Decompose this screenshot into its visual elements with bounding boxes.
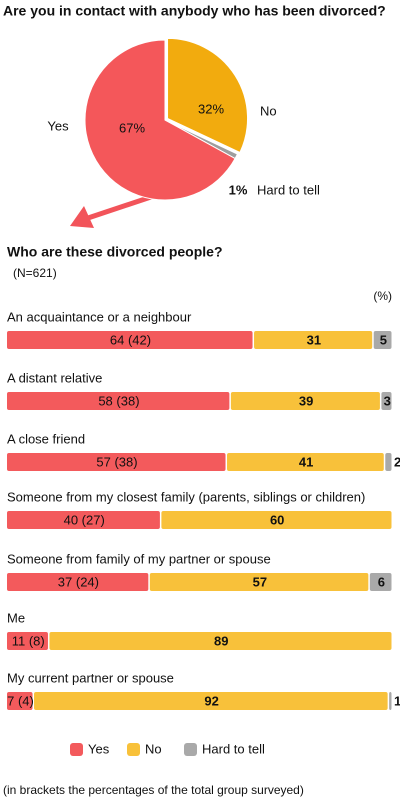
bar-segment — [7, 511, 160, 529]
bar-segment — [7, 331, 253, 349]
bar-segment — [373, 331, 392, 349]
category-label: My current partner or spouse — [7, 670, 174, 685]
legend-swatch — [70, 743, 83, 756]
legend-label: No — [145, 741, 162, 756]
bar-value: 3 — [384, 393, 391, 408]
bar-segment — [381, 392, 392, 410]
slice-label: No — [260, 103, 277, 118]
bar-segment — [7, 573, 149, 591]
category-label: A close friend — [7, 431, 85, 446]
category-label: Someone from my closest family (parents,… — [7, 489, 365, 504]
bar-segment — [7, 692, 33, 710]
bar-value: 31 — [307, 332, 321, 347]
subtitle: (N=621) — [13, 266, 57, 280]
unit: (%) — [373, 289, 392, 303]
bar-value: 6 — [378, 574, 385, 589]
bar-segment — [7, 392, 230, 410]
footnote: (in brackets the percentages of the tota… — [3, 783, 304, 797]
legend-label: Hard to tell — [202, 741, 265, 756]
bar-segment — [7, 632, 48, 650]
bar-value: 40 (27) — [64, 512, 105, 527]
slice-value: 67% — [119, 120, 145, 135]
bar-segment — [385, 453, 392, 471]
slice-value: 1% — [229, 182, 248, 197]
bar-value: 2 — [394, 454, 400, 469]
category-label: An acquaintance or a neighbour — [7, 309, 192, 324]
bar-title: Who are these divorced people? — [7, 244, 223, 260]
category-label: A distant relative — [7, 370, 102, 385]
legend-swatch — [184, 743, 197, 756]
bar-value: 1 — [394, 693, 400, 708]
slice-label: Hard to tell — [257, 182, 320, 197]
bar-value: 7 (4) — [7, 693, 34, 708]
pie-slice — [167, 37, 249, 154]
category-label: Me — [7, 610, 25, 625]
bar-segment — [389, 692, 392, 710]
bar-value: 37 (24) — [58, 574, 99, 589]
bar-value: 58 (38) — [98, 393, 139, 408]
bar-value: 41 — [299, 454, 313, 469]
bar-value: 5 — [380, 332, 387, 347]
category-label: Someone from family of my partner or spo… — [7, 551, 271, 566]
bar-segment — [369, 573, 392, 591]
bar-value: 57 (38) — [96, 454, 137, 469]
pie-title: Are you in contact with anybody who has … — [3, 3, 386, 19]
legend-swatch — [127, 743, 140, 756]
pie-slice — [84, 39, 236, 201]
bar-segment — [34, 692, 388, 710]
bar-value: 11 (8) — [12, 633, 45, 648]
bar-segment — [227, 453, 384, 471]
bar-value: 60 — [270, 512, 284, 527]
bar-segment — [149, 573, 369, 591]
bar-value: 57 — [253, 574, 267, 589]
arrow-head — [70, 206, 94, 228]
bar-segment — [254, 331, 373, 349]
bar-segment — [49, 632, 392, 650]
bar-value: 89 — [214, 633, 228, 648]
bar-value: 39 — [299, 393, 313, 408]
bar-segment — [161, 511, 392, 529]
slice-value: 32% — [198, 101, 224, 116]
slice-label: Yes — [47, 118, 69, 133]
bar-value: 92 — [204, 693, 218, 708]
bar-segment — [7, 453, 226, 471]
legend-label: Yes — [88, 741, 110, 756]
bar-segment — [230, 392, 380, 410]
bar-value: 64 (42) — [110, 332, 151, 347]
